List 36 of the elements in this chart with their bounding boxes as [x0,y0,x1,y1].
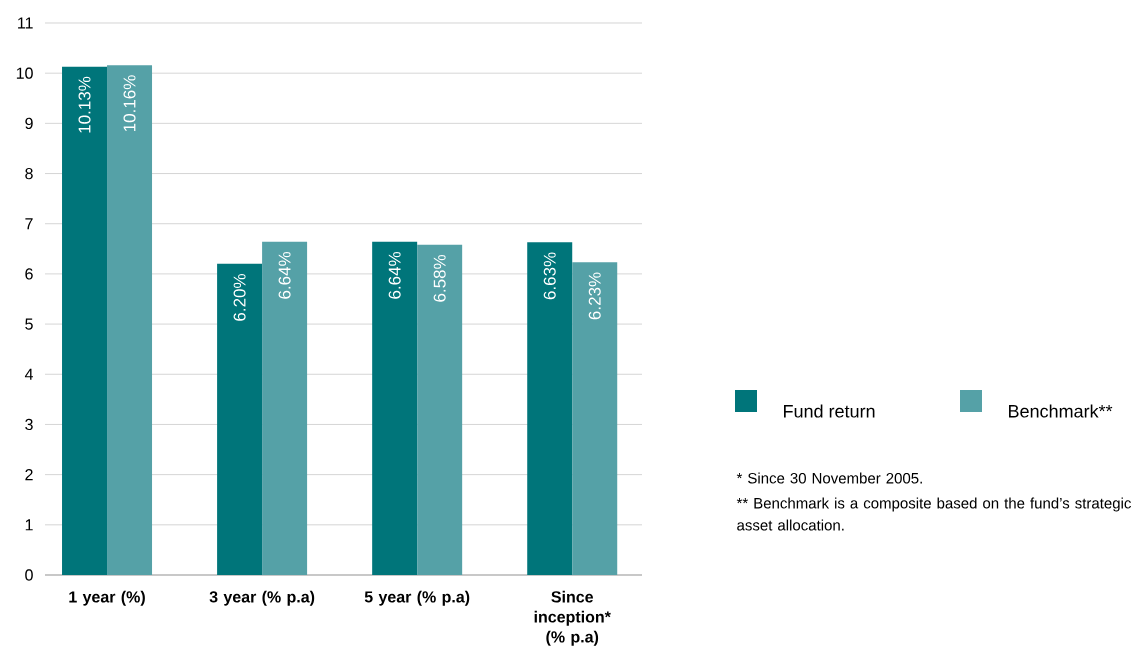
x-tick-label: 1 year (%) [69,590,145,606]
legend-label: Benchmark** [1009,404,1113,418]
y-tick-label: 9 [25,117,33,130]
data-label: 6.58% [433,254,446,302]
y-tick-label: 7 [25,218,33,230]
bar [62,66,108,575]
text: * Since 30 November 2005. [736,472,922,484]
data-label: 6.23% [588,272,601,320]
y-tick-label: 11 [18,17,33,29]
x-tick-label: 3 year (% p.a) [209,590,315,606]
x-tick-label: Since inception* (% p.a) [534,590,611,646]
y-tick-label: 0 [25,569,33,581]
bar [372,241,418,575]
y-tick-label: 5 [25,318,33,330]
legend-label: Fund return [784,404,875,418]
data-label: 6.64% [278,251,291,299]
bar [262,241,308,575]
y-tick-label: 3 [25,418,33,431]
bar [107,65,153,575]
y-tick-label: 8 [25,167,33,180]
text: ** Benchmark is a composite based on the fund’s strategic asset allocation. [736,497,1132,531]
y-tick-label: 4 [24,368,33,380]
y-tick-label: 6 [25,268,33,280]
data-label: 10.13% [78,76,91,133]
data-label: 6.20% [233,274,246,321]
bar [572,262,618,575]
bar [417,244,463,575]
data-label: 6.64% [388,251,401,299]
bar [527,242,573,575]
y-tick-label: 10 [16,67,33,79]
bar [217,263,263,575]
data-label: 6.63% [543,252,556,300]
y-tick-label: 1 [25,519,33,531]
x-tick-label: 5 year (% p.a) [364,590,470,606]
data-label: 10.16% [123,75,136,132]
y-tick-label: 2 [25,469,33,481]
